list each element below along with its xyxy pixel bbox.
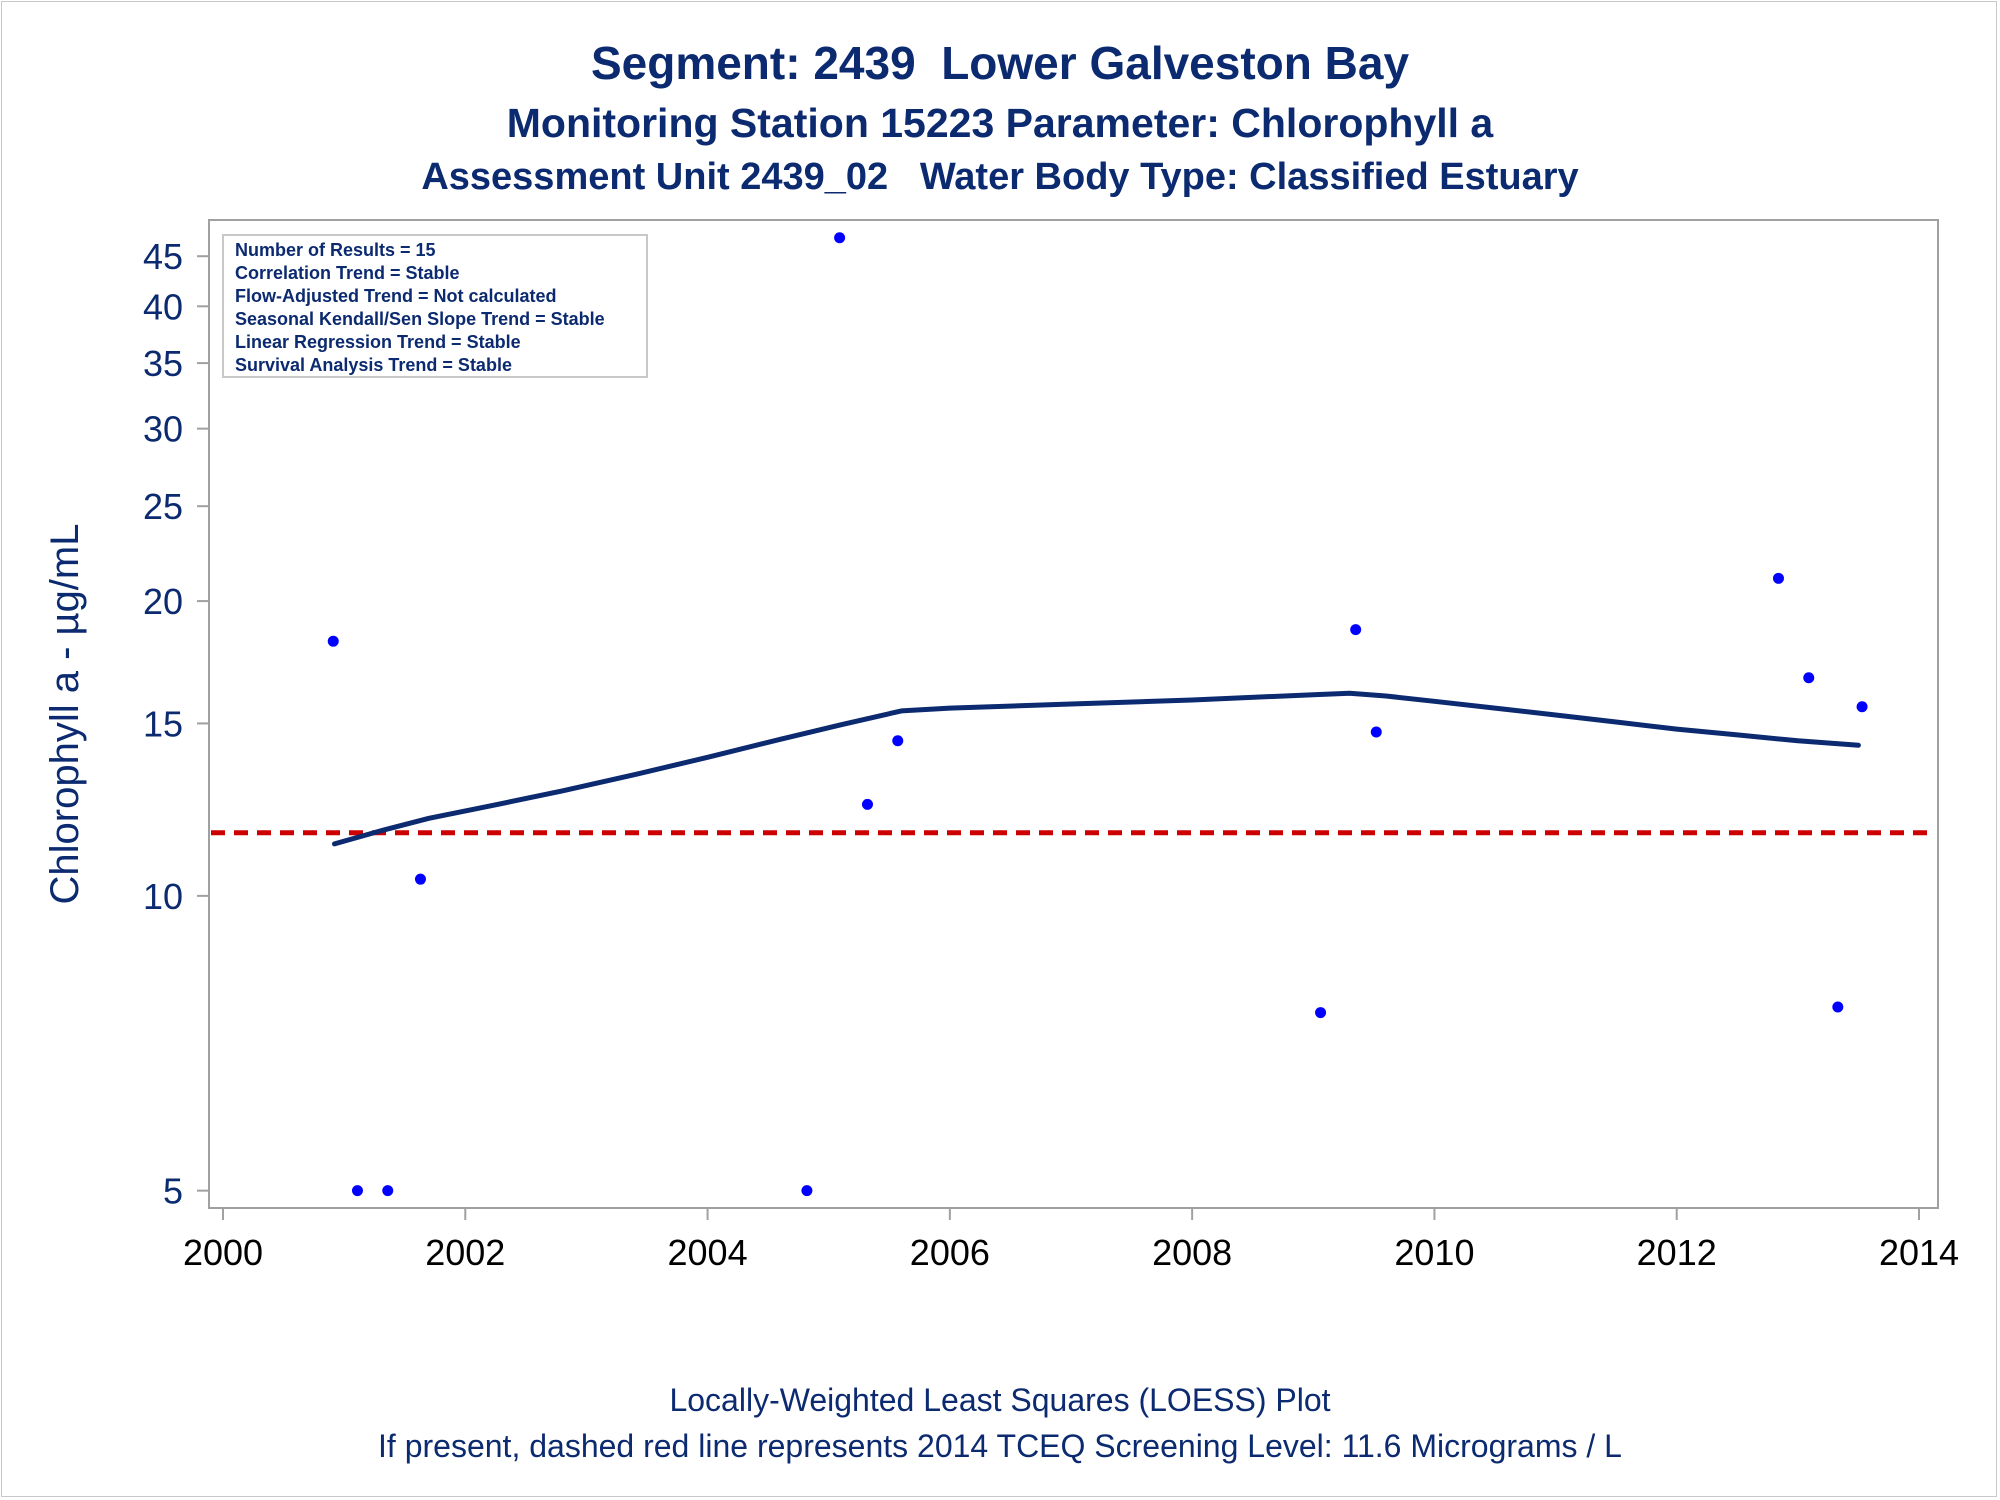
- trend-summary-line: Survival Analysis Trend = Stable: [235, 355, 512, 375]
- y-tick-label: 30: [143, 409, 183, 450]
- x-tick-label: 2006: [910, 1232, 990, 1273]
- y-tick-label: 45: [143, 236, 183, 277]
- data-point: [892, 735, 904, 747]
- trend-summary-line: Flow-Adjusted Trend = Not calculated: [235, 286, 557, 306]
- chart-subtitle-2: Assessment Unit 2439_02 Water Body Type:…: [421, 156, 1579, 198]
- data-point: [1370, 726, 1382, 738]
- y-tick-label: 15: [143, 703, 183, 744]
- y-tick-label: 10: [143, 876, 183, 917]
- data-point: [414, 873, 426, 885]
- x-tick-label: 2010: [1394, 1232, 1474, 1273]
- loess-line: [332, 690, 1861, 847]
- x-tick-label: 2002: [425, 1232, 505, 1273]
- trend-summary-line: Seasonal Kendall/Sen Slope Trend = Stabl…: [235, 309, 605, 329]
- data-point: [801, 1185, 813, 1197]
- data-point: [382, 1185, 394, 1197]
- x-tick-label: 2000: [183, 1232, 263, 1273]
- y-tick-label: 25: [143, 486, 183, 527]
- plot-area-frame: [208, 219, 1939, 1209]
- data-point: [1832, 1001, 1844, 1013]
- data-point: [1856, 701, 1868, 713]
- chart-subtitle: Monitoring Station 15223 Parameter: Chlo…: [506, 100, 1494, 146]
- x-tick-label: 2008: [1152, 1232, 1232, 1273]
- data-point: [861, 798, 873, 810]
- trend-summary-line: Correlation Trend = Stable: [235, 263, 460, 283]
- data-point: [351, 1185, 363, 1197]
- x-tick-label: 2012: [1637, 1232, 1717, 1273]
- y-tick-label: 20: [143, 581, 183, 622]
- data-point: [1350, 624, 1362, 636]
- chart-title: Segment: 2439 Lower Galveston Bay: [590, 37, 1410, 89]
- data-point: [834, 232, 846, 244]
- data-point: [1315, 1007, 1327, 1019]
- data-point: [1803, 672, 1815, 684]
- x-tick-label: 2004: [668, 1232, 748, 1273]
- trend-summary-box: [222, 234, 648, 378]
- trend-summary-line: Number of Results = 15: [235, 240, 436, 260]
- y-tick-label: 5: [163, 1171, 183, 1212]
- x-tick-label: 2014: [1879, 1232, 1959, 1273]
- y-axis-label: Chlorophyll a - µg/mL: [43, 524, 87, 905]
- data-point: [327, 635, 339, 647]
- y-tick-label: 35: [143, 343, 183, 384]
- y-tick-label: 40: [143, 286, 183, 327]
- footnote-plot-type: Locally-Weighted Least Squares (LOESS) P…: [669, 1382, 1331, 1418]
- trend-summary-line: Linear Regression Trend = Stable: [235, 332, 521, 352]
- footnote-screening-level: If present, dashed red line represents 2…: [378, 1428, 1622, 1464]
- data-point: [1772, 572, 1784, 584]
